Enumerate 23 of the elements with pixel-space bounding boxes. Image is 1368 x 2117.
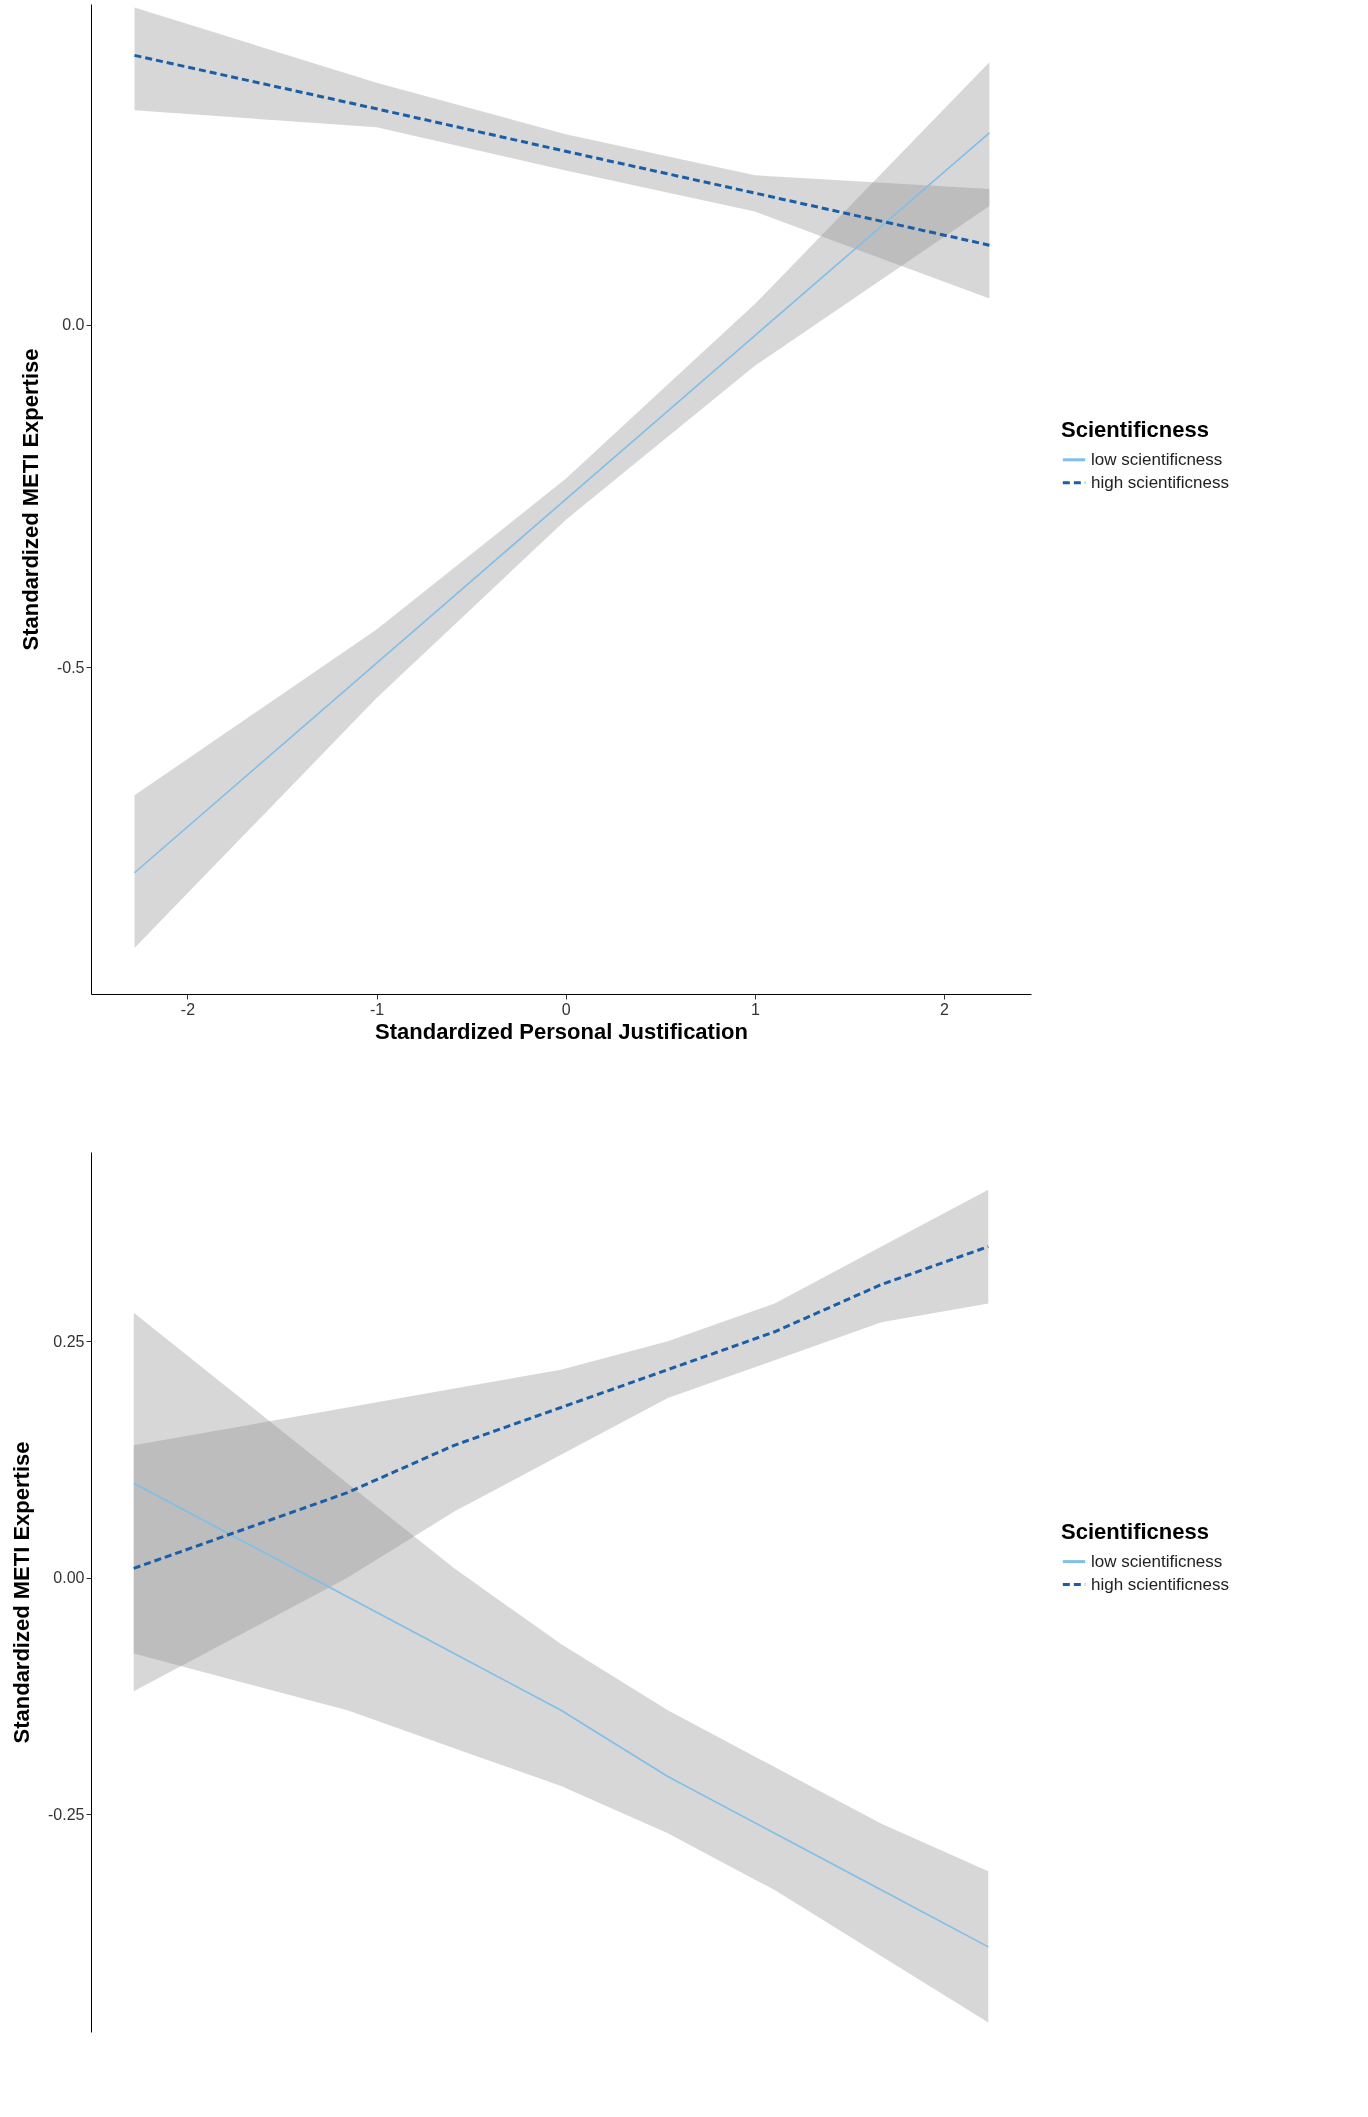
x-tick-label: 0 xyxy=(561,1000,571,1018)
line-series xyxy=(133,132,991,874)
line-series xyxy=(132,1482,990,1948)
x-tick-label: -1 xyxy=(369,1000,385,1018)
x-tick-label: 2 xyxy=(940,1000,950,1018)
x-tick-label: -2 xyxy=(180,1000,196,1018)
y-axis-title: Standardized METI Expertise xyxy=(17,348,43,651)
y-axis-title: Standardized METI Expertise xyxy=(9,1441,35,1744)
y-tick-label: -0.25 xyxy=(48,1805,85,1823)
y-tick-label: 0.00 xyxy=(53,1569,85,1587)
legend-label: low scientificness xyxy=(1091,1551,1223,1571)
legend-label: low scientificness xyxy=(1091,449,1223,469)
line-series xyxy=(133,53,991,247)
y-tick-label: 0.25 xyxy=(53,1332,85,1350)
legend-title: Scientificness xyxy=(1061,416,1209,442)
legend-label: high scientificness xyxy=(1091,472,1229,492)
x-tick-label: 1 xyxy=(750,1000,760,1018)
legend-title: Scientificness xyxy=(1061,1518,1209,1544)
y-tick-label: 0.0 xyxy=(62,316,85,334)
line-series xyxy=(132,1245,990,1570)
x-axis-title: Standardized Personal Justification xyxy=(375,1018,748,1044)
y-tick-label: -0.5 xyxy=(56,658,85,676)
legend-label: high scientificness xyxy=(1091,1574,1229,1594)
